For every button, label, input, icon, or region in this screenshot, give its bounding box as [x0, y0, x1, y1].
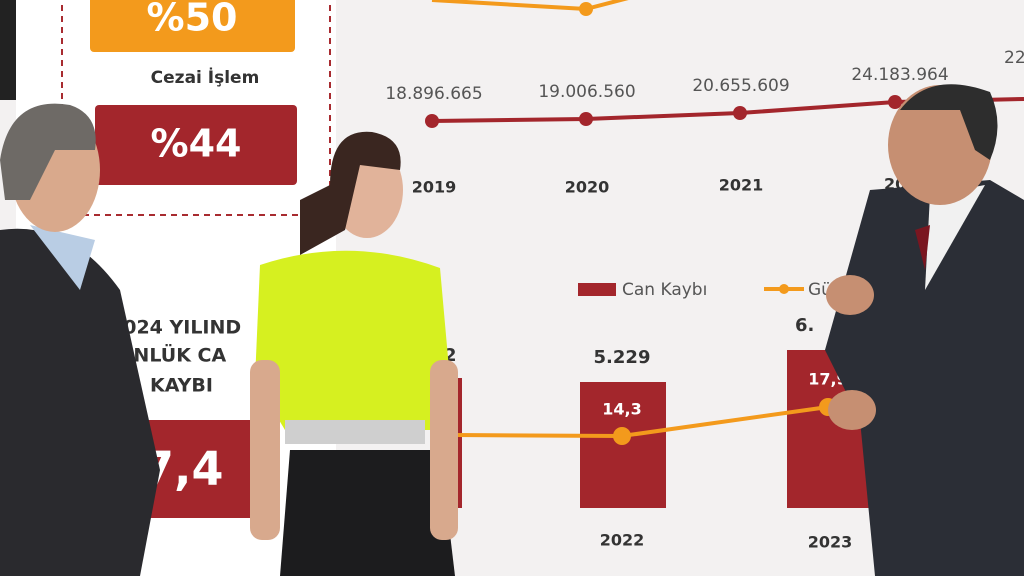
dot	[888, 95, 902, 109]
inner-label: 14,3	[602, 400, 641, 419]
bar-label: 6.	[795, 315, 814, 336]
value-label: 20.655.609	[692, 76, 789, 96]
suit	[825, 180, 1024, 576]
year: 2020	[565, 178, 610, 197]
year: 2022	[600, 531, 645, 550]
bar-label: 5.229	[594, 347, 651, 368]
hand	[828, 390, 876, 430]
legend-label: Gü	[808, 280, 832, 300]
dot	[613, 427, 631, 445]
year: 2023	[808, 533, 853, 552]
hair	[0, 103, 96, 200]
value-label: 19.006.560	[538, 82, 635, 102]
vest	[255, 250, 450, 430]
shirt	[925, 185, 985, 290]
dot	[579, 2, 593, 16]
hair	[300, 131, 401, 255]
badge-text: %50	[147, 0, 238, 40]
legend-dot	[779, 284, 789, 294]
legend-label: Can Kaybı	[622, 280, 707, 300]
arm	[250, 360, 280, 540]
arm	[430, 360, 458, 540]
value-label: 24.183.964	[851, 65, 948, 85]
belt	[285, 420, 425, 444]
value-label: 18.896.665	[385, 84, 482, 104]
shirt	[30, 225, 95, 290]
person-right	[825, 84, 1024, 576]
heading-line: KAYBI	[150, 375, 213, 397]
bar	[580, 382, 666, 508]
badge	[95, 105, 297, 185]
trousers	[280, 450, 455, 576]
caption: Cezai İşlem	[151, 66, 260, 88]
suit	[0, 228, 160, 576]
value-label: 22	[1004, 48, 1024, 68]
badge	[90, 0, 295, 52]
person-center	[250, 131, 458, 576]
dark-edge	[0, 0, 16, 100]
heading-line: 2024 YILIND	[110, 317, 241, 339]
person-left	[0, 103, 160, 576]
dot	[733, 106, 747, 120]
year: 2019	[412, 178, 457, 197]
badge-text: %44	[151, 122, 242, 166]
dot	[579, 112, 593, 126]
hair	[900, 84, 998, 160]
red-dots	[425, 95, 902, 128]
hand	[826, 275, 874, 315]
legend-swatch	[578, 283, 616, 296]
year: 2021	[719, 176, 764, 195]
tie	[915, 225, 930, 270]
dot	[425, 114, 439, 128]
